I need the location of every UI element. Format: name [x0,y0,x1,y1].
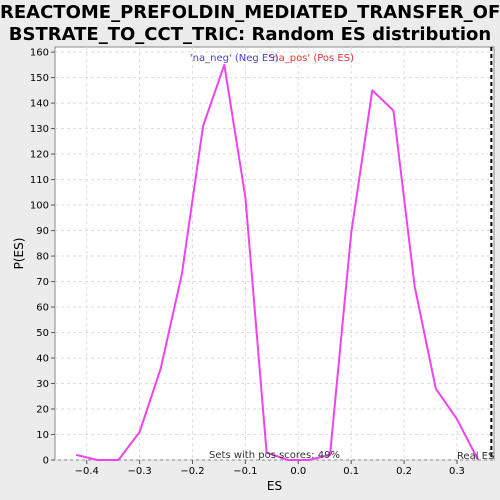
y-tick-label: 0 [43,456,49,467]
x-tick-label: −0.1 [233,466,257,477]
x-tick-label: 0.3 [449,466,465,477]
y-tick-label: 90 [36,226,49,237]
grid-lines [55,47,494,461]
x-tick-label: −0.4 [75,466,99,477]
y-axis-label: P(ES) [12,238,26,270]
pos-scores-annotation: Sets with pos scores: 49% [209,450,340,461]
y-tick-label: 20 [36,405,49,416]
legend-entry-neg: 'na_neg' (Neg ES) [190,53,279,64]
x-tick-label: 0.2 [396,466,412,477]
y-tick-label: 140 [30,99,49,110]
x-tick-label: 0.0 [290,466,306,477]
real-es-label: Real ES [457,451,494,462]
series-layer [75,63,479,461]
y-tick-label: 10 [36,430,49,441]
y-tick-label: 50 [36,328,49,339]
y-axis-ticks: 0 10 20 30 40 50 60 70 80 90 100 110 120 130 140 150 160 [30,48,55,467]
y-tick-label: 130 [30,124,49,135]
y-tick-label: 80 [36,252,49,263]
y-tick-label: 60 [36,303,49,314]
x-axis-ticks: −0.4 −0.3 −0.2 −0.1 0.0 0.1 0.2 0.3 [75,460,465,477]
y-tick-label: 160 [30,48,49,59]
x-tick-label: 0.1 [343,466,359,477]
series-line [75,63,479,461]
legend-entry-pos: 'na_pos' (Pos ES) [270,53,355,64]
plot-area [54,46,495,461]
chart-title-line-2: BSTRATE_TO_CCT_TRIC: Random ES distribut… [8,24,492,45]
y-tick-label: 70 [36,277,49,288]
y-tick-label: 150 [30,73,49,84]
y-tick-label: 40 [36,354,49,365]
chart-title-line-1: REACTOME_PREFOLDIN_MEDIATED_TRANSFER_OF_… [0,2,500,23]
y-tick-label: 100 [30,201,49,212]
x-tick-label: −0.2 [180,466,204,477]
y-tick-label: 110 [30,175,49,186]
y-tick-label: 120 [30,150,49,161]
chart-title: REACTOME_PREFOLDIN_MEDIATED_TRANSFER_OF_… [0,0,500,46]
y-tick-label: 30 [36,379,49,390]
x-axis-label: ES [267,479,282,493]
x-tick-label: −0.3 [127,466,151,477]
